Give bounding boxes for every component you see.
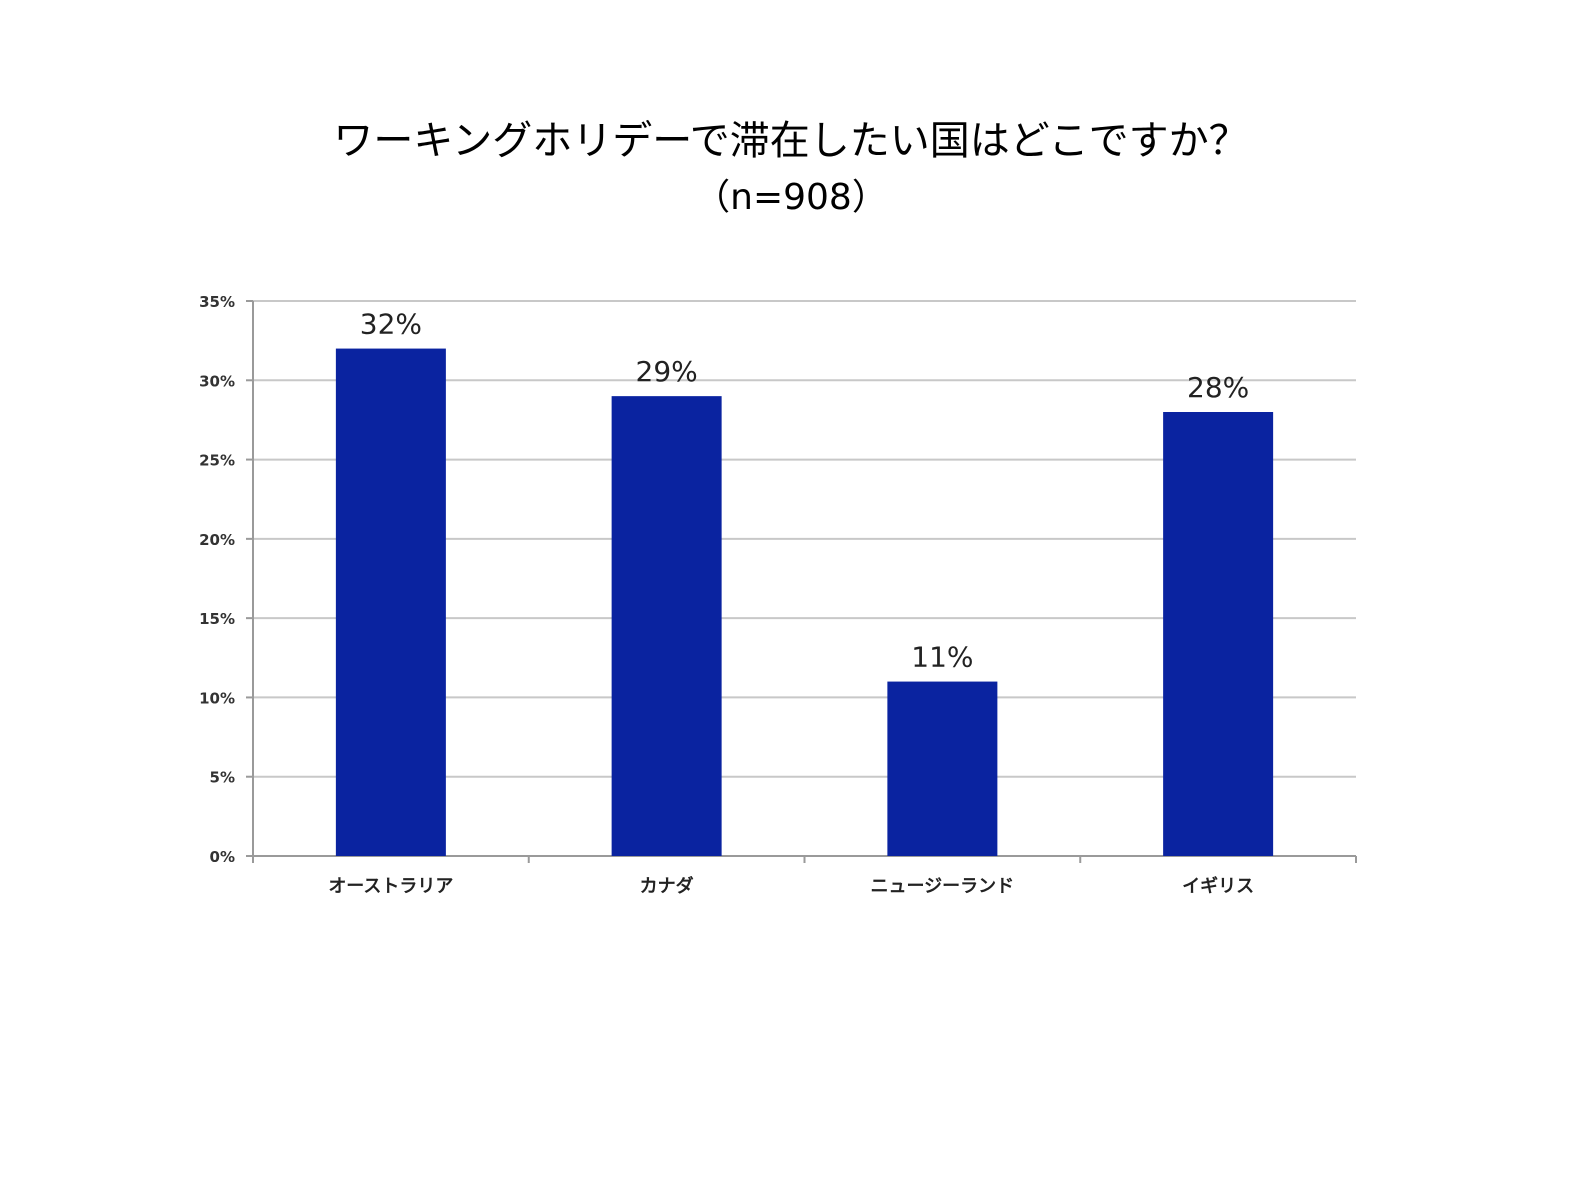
y-tick-label: 5% <box>210 769 235 787</box>
y-tick-label: 30% <box>199 372 235 390</box>
x-tick-label: オーストラリア <box>328 876 453 897</box>
chart-subtitle: （n=908） <box>694 177 888 218</box>
y-tick-label: 0% <box>210 848 235 866</box>
chart-title: ワーキングホリデーで滞在したい国はどこですか？ <box>333 118 1249 164</box>
bar <box>887 681 998 856</box>
x-tick-label: ニュージーランド <box>871 876 1015 897</box>
x-tick-label: カナダ <box>640 875 694 897</box>
y-tick-label: 20% <box>199 531 235 549</box>
y-tick-label: 25% <box>199 452 235 470</box>
bar <box>1163 412 1274 856</box>
data-label: 28% <box>1187 371 1249 404</box>
y-tick-label: 10% <box>199 689 235 707</box>
y-tick-label: 15% <box>199 610 235 628</box>
bar <box>335 348 446 856</box>
bar <box>611 396 722 856</box>
x-tick-label: イギリス <box>1182 876 1254 897</box>
data-label: 32% <box>360 308 422 341</box>
data-label: 11% <box>911 641 973 674</box>
data-label: 29% <box>636 355 698 388</box>
y-tick-label: 35% <box>199 293 235 311</box>
